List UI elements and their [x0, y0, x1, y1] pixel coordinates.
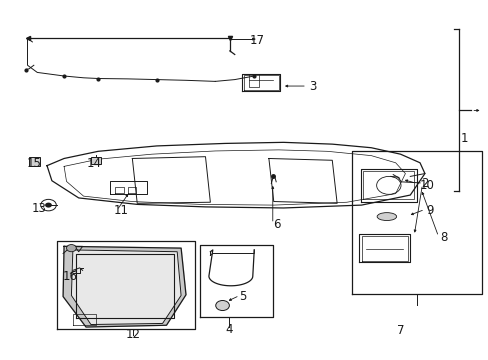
Text: 17: 17: [249, 33, 264, 47]
Text: 3: 3: [308, 80, 316, 93]
Circle shape: [45, 203, 52, 208]
Text: 5: 5: [239, 290, 246, 303]
Text: 14: 14: [87, 157, 102, 170]
Polygon shape: [63, 246, 185, 327]
Text: 6: 6: [273, 218, 280, 231]
Text: 4: 4: [224, 323, 232, 336]
Text: 11: 11: [114, 204, 129, 217]
Bar: [91, 157, 101, 164]
Bar: [29, 157, 40, 166]
Polygon shape: [71, 250, 181, 324]
Text: 10: 10: [419, 179, 434, 192]
Text: 2: 2: [420, 177, 428, 190]
Text: 13: 13: [31, 202, 46, 215]
Text: 15: 15: [26, 157, 41, 170]
Text: 7: 7: [396, 324, 404, 337]
Text: 12: 12: [125, 328, 141, 341]
Text: 16: 16: [63, 270, 78, 283]
Text: 9: 9: [425, 204, 433, 217]
Ellipse shape: [376, 213, 396, 221]
Text: 1: 1: [460, 132, 468, 145]
Text: 8: 8: [439, 231, 446, 244]
Circle shape: [66, 244, 76, 252]
Circle shape: [215, 301, 229, 311]
